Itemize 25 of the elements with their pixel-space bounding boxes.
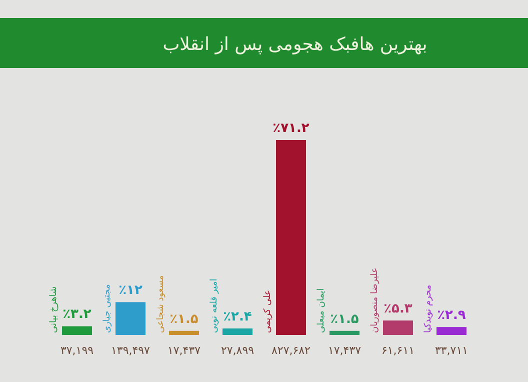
data-label: ٪۱۲ [118, 283, 142, 298]
x-tick-label: مسعود شجاعی [156, 275, 166, 333]
x-tick-label: مجتبی جباری [102, 284, 112, 333]
text: ۱۳۹,۴۹۷ [111, 344, 150, 357]
x-tick-label: امیر قلعه نویی [210, 278, 220, 333]
data-label: ٪۲.۴ [223, 309, 252, 324]
data-label: ٪۱.۵ [170, 312, 198, 327]
text: ۸۲۷,۶۸۲ [272, 344, 311, 357]
text: ۲۷,۸۹۹ [220, 344, 254, 357]
x-tick-label: علیرضا منصوریان [370, 268, 380, 333]
data-label: ٪۷۱.۲ [272, 121, 310, 136]
chart-title: بهترین هافبک هجومی پس از انقلاب [162, 34, 428, 55]
data-label: ٪۵.۳ [384, 301, 412, 316]
x-tick-label: ایمان مبعلی [316, 288, 326, 333]
data-label: ٪۳.۲ [62, 307, 92, 322]
data-label: ٪۲.۹ [437, 308, 466, 324]
text: ۱۷,۴۳۷ [167, 344, 201, 357]
text: ۳۷,۱۹۹ [60, 344, 94, 357]
text: ۱۷,۴۳۷ [328, 344, 362, 357]
x-tick-label: شاهرخ بیانی [49, 286, 59, 333]
text: ۳۳,۷۱۱ [434, 344, 468, 357]
x-tick-label: علی کریمی [263, 290, 273, 333]
data-label: ٪۱.۵ [330, 312, 359, 327]
text: ۶۱,۶۱۱ [381, 344, 415, 357]
x-tick-label: محرم نویدکیا [424, 284, 434, 333]
